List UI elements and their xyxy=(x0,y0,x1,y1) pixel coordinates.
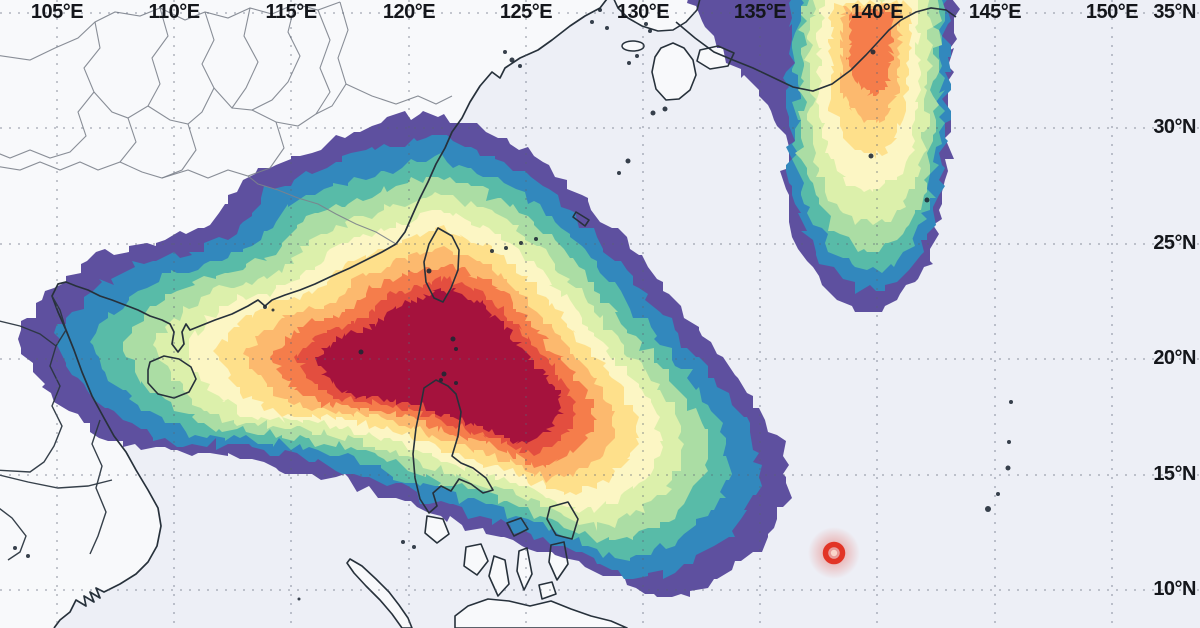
lon-label-120E: 120°E xyxy=(382,1,436,23)
lat-label-15N: 15°N xyxy=(1153,463,1196,485)
coastline-layer xyxy=(0,0,1013,628)
cyclone-position-marker[interactable] xyxy=(808,527,860,579)
lat-label-10N: 10°N xyxy=(1153,578,1196,600)
lon-label-140E: 140°E xyxy=(850,1,904,23)
lon-label-150E: 150°E xyxy=(1085,1,1139,23)
lat-label-20N: 20°N xyxy=(1153,347,1196,369)
lat-label-25N: 25°N xyxy=(1153,232,1196,254)
lon-label-110E: 110°E xyxy=(148,1,200,23)
lon-label-115E: 115°E xyxy=(265,1,317,23)
lat-label-35N: 35°N xyxy=(1153,1,1196,23)
lon-label-145E: 145°E xyxy=(968,1,1022,23)
lon-label-105E: 105°E xyxy=(30,1,84,23)
lon-label-130E: 130°E xyxy=(616,1,670,23)
lat-label-30N: 30°N xyxy=(1153,116,1196,138)
lon-label-125E: 125°E xyxy=(499,1,553,23)
lon-label-135E: 135°E xyxy=(733,1,787,23)
probability-heatmap xyxy=(18,0,960,597)
